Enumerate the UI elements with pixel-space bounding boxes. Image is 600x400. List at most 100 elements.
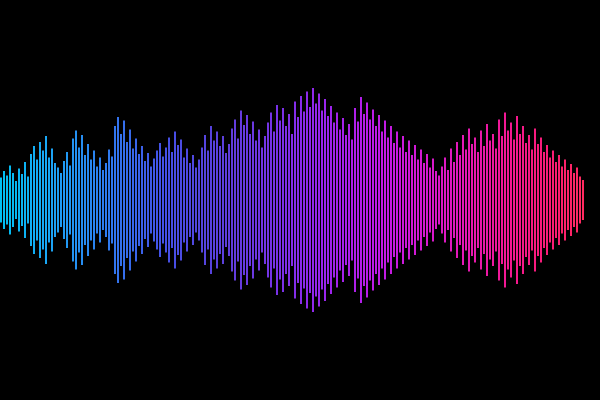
waveform-bar <box>183 157 185 243</box>
waveform-bar <box>528 135 530 265</box>
waveform-bar <box>306 91 308 309</box>
waveform-bar <box>195 167 197 233</box>
waveform-bar <box>381 131 383 269</box>
waveform-bar <box>159 142 161 258</box>
waveform-bar <box>144 160 146 240</box>
waveform-bar <box>423 163 425 237</box>
waveform-bar <box>393 142 395 258</box>
waveform-bar <box>432 158 434 242</box>
waveform-bar <box>81 135 83 265</box>
waveform-bar <box>246 114 248 286</box>
waveform-bar <box>216 131 218 269</box>
waveform-bar <box>69 165 71 235</box>
waveform-bar <box>369 119 371 281</box>
waveform-bar <box>207 150 209 250</box>
waveform-bar <box>171 151 173 249</box>
waveform-bar <box>84 155 86 245</box>
waveform-bar <box>297 117 299 283</box>
waveform-bar <box>261 147 263 253</box>
waveform-bar <box>267 122 269 278</box>
waveform-bar <box>285 126 287 274</box>
waveform-bar <box>276 104 278 296</box>
waveform-bar <box>402 136 404 264</box>
waveform-bar <box>342 118 344 282</box>
waveform-bar <box>72 138 74 262</box>
waveform-bar <box>504 112 506 288</box>
waveform-bar <box>90 159 92 241</box>
waveform-bar <box>573 173 575 227</box>
waveform-bar <box>525 142 527 258</box>
waveform-bar <box>87 144 89 256</box>
waveform-bar <box>417 159 419 241</box>
waveform-bar <box>9 165 11 235</box>
waveform-bar <box>399 147 401 253</box>
waveform-bar <box>258 129 260 271</box>
waveform-bar <box>42 150 44 250</box>
waveform-bar <box>288 113 290 287</box>
waveform-bar <box>321 110 323 290</box>
waveform-bar <box>300 95 302 305</box>
waveform-bar <box>492 133 494 267</box>
waveform-bar <box>552 150 554 250</box>
waveform-bar <box>219 146 221 254</box>
waveform-bar <box>414 145 416 255</box>
waveform-bar <box>375 126 377 274</box>
waveform-bar <box>99 157 101 243</box>
waveform-bar <box>303 111 305 289</box>
waveform-bar <box>198 159 200 241</box>
waveform-bar <box>564 159 566 241</box>
waveform-bar <box>93 150 95 250</box>
waveform-bar <box>429 167 431 233</box>
waveform-bar <box>213 140 215 260</box>
waveform-bar <box>210 126 212 274</box>
waveform-bar <box>51 148 53 252</box>
waveform-bar <box>339 129 341 271</box>
waveform-bar <box>477 151 479 249</box>
waveform-bar <box>507 130 509 270</box>
waveform-bar <box>561 166 563 234</box>
waveform-bar <box>540 137 542 263</box>
waveform-bar <box>249 133 251 267</box>
waveform-bar <box>234 119 236 281</box>
waveform-bar <box>12 173 14 227</box>
waveform-bar <box>357 121 359 279</box>
waveform-bar <box>177 145 179 255</box>
waveform-bar <box>444 157 446 243</box>
waveform-bar <box>3 170 5 230</box>
waveform-bar <box>579 176 581 224</box>
waveform-bar <box>333 122 335 278</box>
waveform-bar <box>453 161 455 239</box>
waveform-bar <box>168 137 170 263</box>
waveform-bar <box>390 126 392 274</box>
waveform-bar <box>57 167 59 233</box>
waveform-bar <box>21 174 23 226</box>
waveform-bar <box>132 148 134 252</box>
waveform-bar <box>180 139 182 261</box>
waveform-bar <box>483 146 485 254</box>
waveform-bar <box>315 103 317 297</box>
waveform-bar <box>411 155 413 245</box>
waveform-bar <box>105 163 107 237</box>
waveform-bar <box>441 166 443 234</box>
waveform-bar <box>327 116 329 284</box>
waveform-bar <box>108 149 110 251</box>
waveform-bar <box>351 139 353 261</box>
waveform-bar <box>27 176 29 224</box>
waveform-bar <box>24 161 26 239</box>
waveform-bar <box>363 113 365 287</box>
waveform-bar <box>153 158 155 242</box>
waveform-bar <box>135 138 137 262</box>
waveform-bar <box>465 149 467 251</box>
waveform-bar <box>189 163 191 237</box>
waveform-bar <box>150 166 152 234</box>
waveform-bar <box>510 122 512 278</box>
waveform-bar <box>201 147 203 253</box>
waveform-bar <box>294 101 296 299</box>
waveform-bar <box>114 126 116 274</box>
waveform-bar <box>30 154 32 246</box>
waveform-bar <box>129 129 131 271</box>
waveform-bar <box>435 170 437 230</box>
waveform-bar <box>237 138 239 262</box>
waveform-bar <box>570 164 572 236</box>
